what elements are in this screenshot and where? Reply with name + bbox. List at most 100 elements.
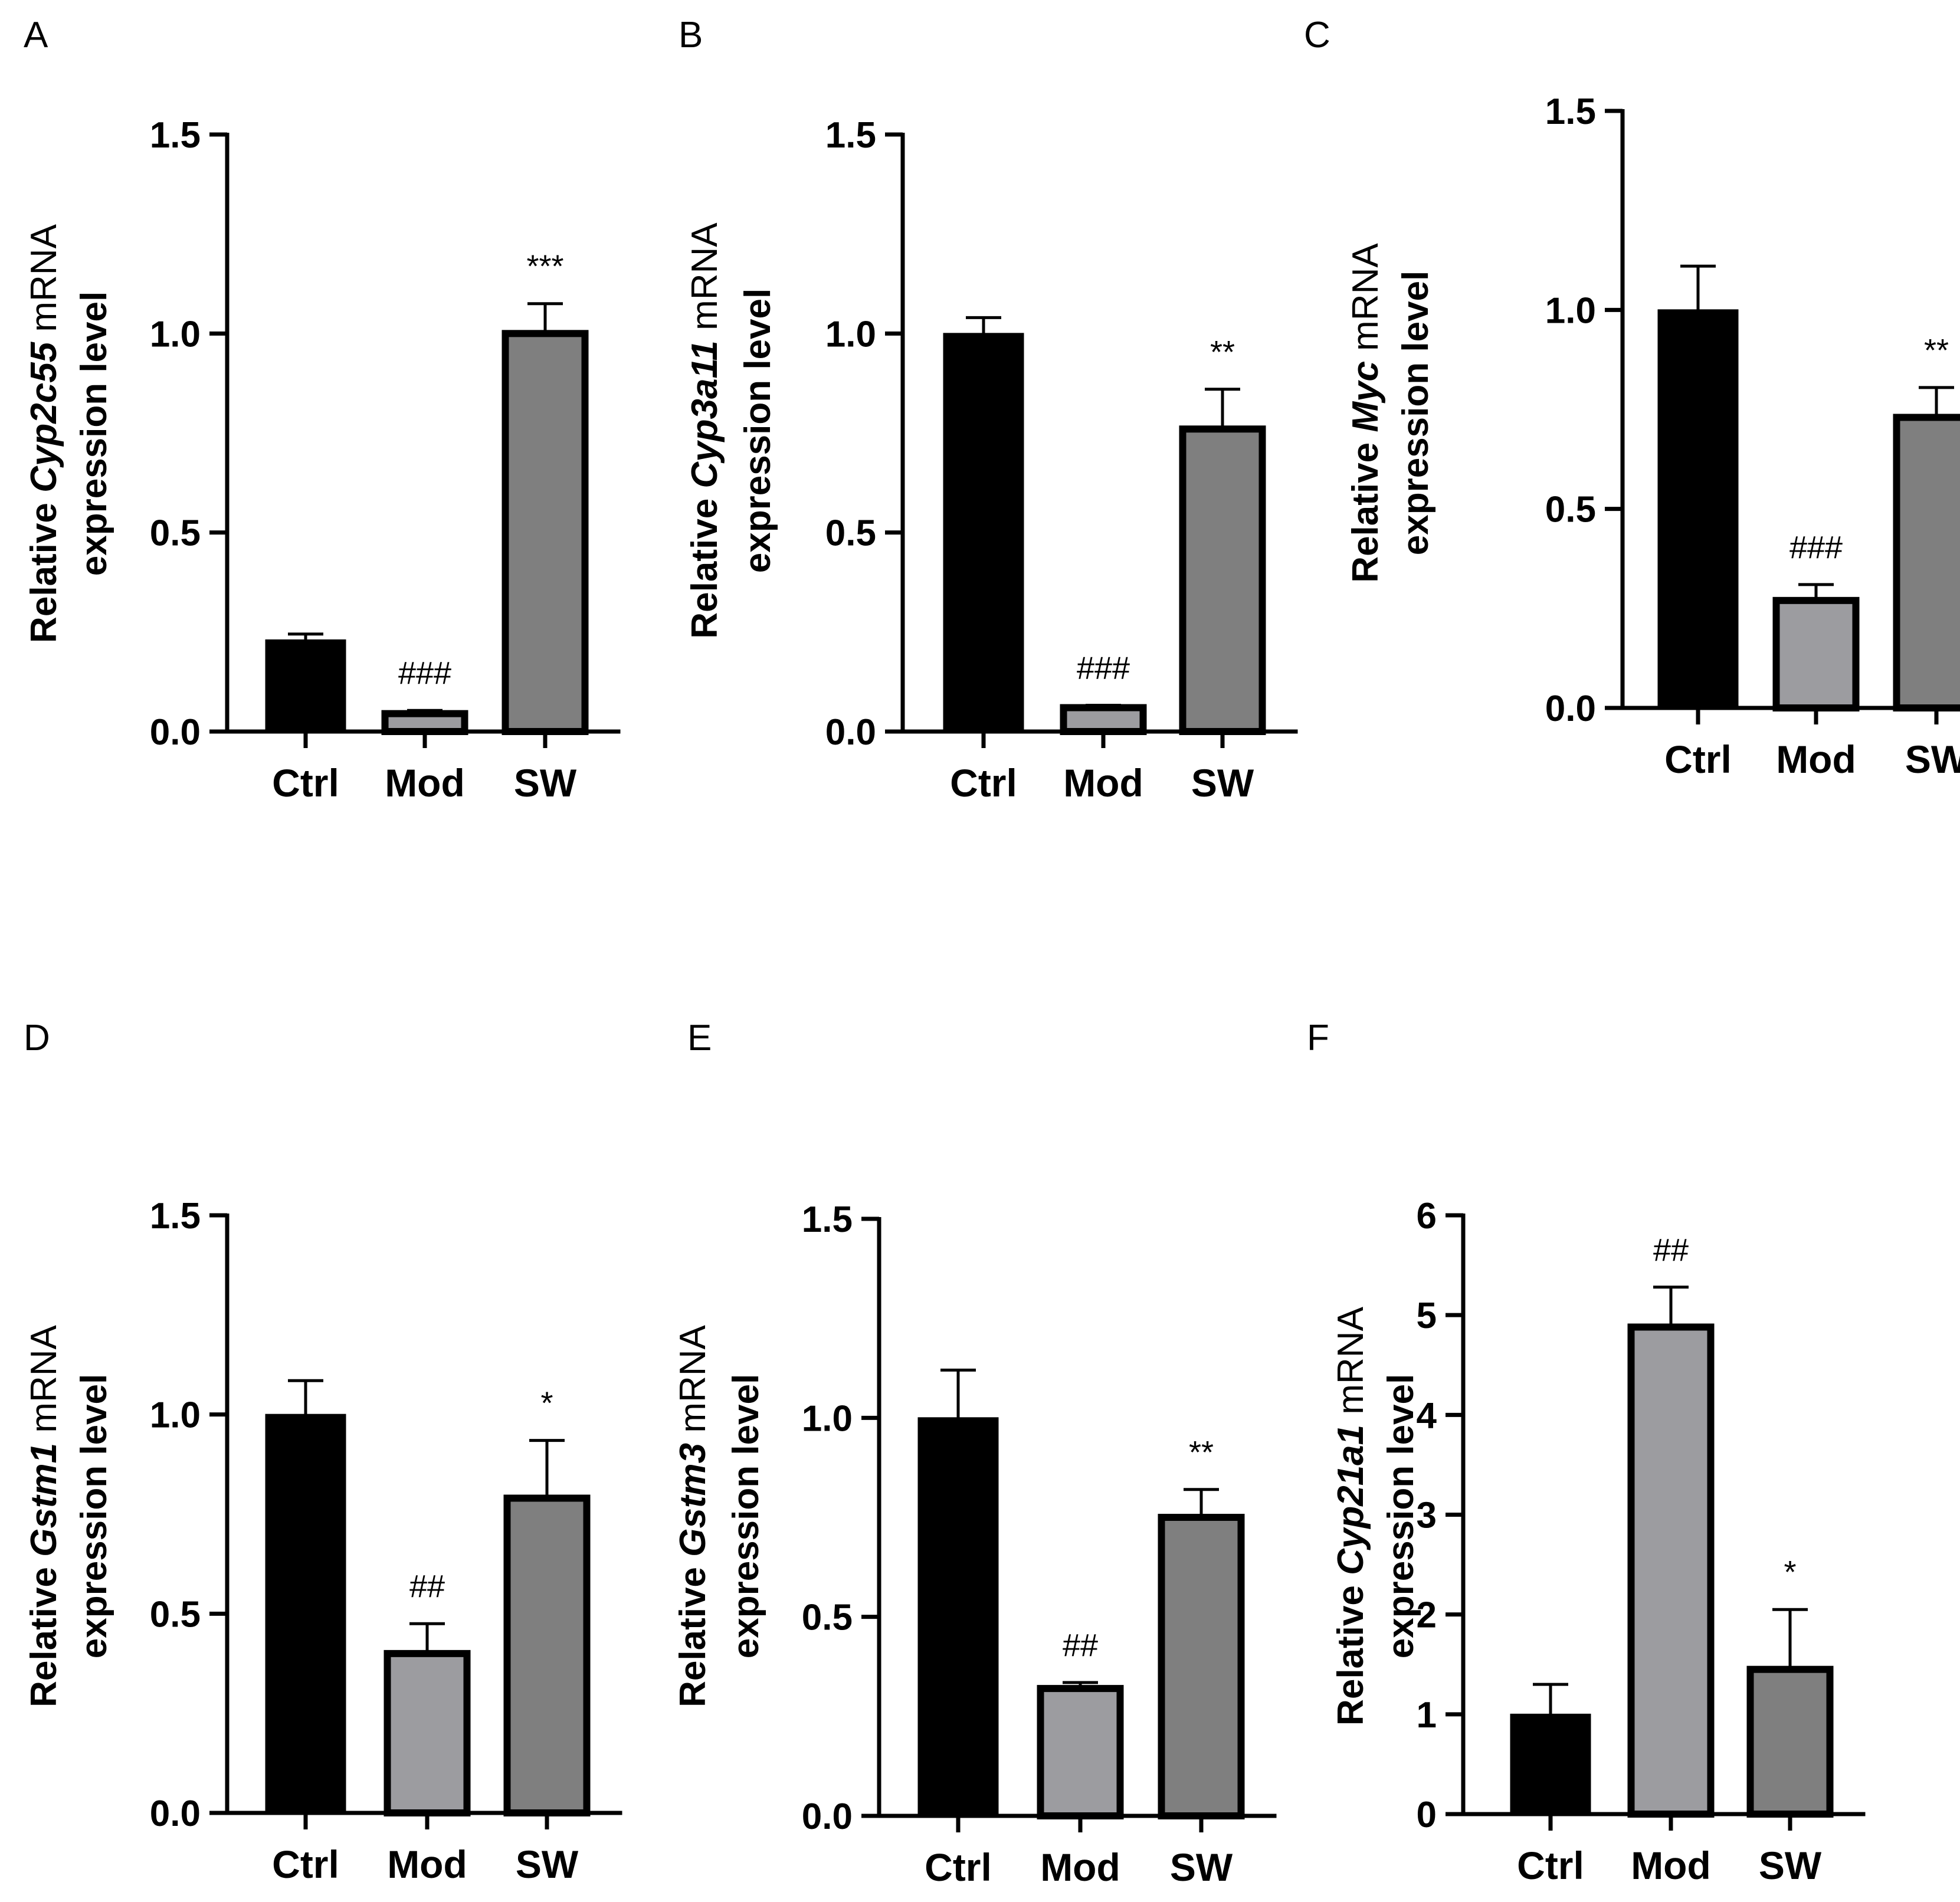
bar-sw [1746, 1665, 1834, 1818]
bar-mod [1060, 704, 1147, 736]
bar-ctrl [265, 639, 346, 732]
y-axis-title: Relative Myc mRNA [1345, 243, 1386, 583]
category-label: Ctrl [1517, 1844, 1584, 1887]
category-label: SW [1191, 761, 1254, 805]
y-axis-title: Relative Cyp21a1 mRNA [1330, 1306, 1371, 1726]
bar-ctrl [917, 1417, 999, 1816]
panel-c: C 0.0 0.5 1.0 1.5 Ctrl Mod ### SW ** Relative Myc … [1304, 15, 1960, 781]
y-tick-label: 1.0 [150, 314, 201, 355]
y-tick-label: 0.0 [150, 712, 201, 753]
category-label: Mod [385, 761, 465, 805]
y-axis-title-line2: expression level [1381, 1374, 1421, 1659]
panel-letter: B [679, 15, 703, 55]
panel-letter: E [687, 1018, 712, 1058]
panel-letter: F [1307, 1018, 1329, 1058]
y-axis-title-line2: expression level [1395, 271, 1436, 556]
y-tick-label: 3 [1417, 1496, 1437, 1536]
y-tick-label: 1.0 [1545, 290, 1596, 331]
category-label: Ctrl [272, 761, 339, 805]
significance-label: * [540, 1386, 553, 1421]
y-axis-title: Relative Gstm3 mRNA [673, 1324, 713, 1707]
significance-label: ### [1789, 530, 1843, 565]
significance-label: * [1784, 1555, 1796, 1590]
bar-mod [384, 1650, 471, 1817]
significance-label: *** [526, 249, 563, 284]
category-label: SW [1905, 737, 1960, 781]
bar-sw [1893, 414, 1960, 711]
y-tick-label: 0.0 [825, 712, 876, 753]
bar-ctrl [1657, 309, 1739, 709]
y-tick-label: 0 [1417, 1795, 1437, 1835]
panel-letter: C [1304, 15, 1330, 55]
category-label: Mod [387, 1842, 467, 1886]
category-label: SW [514, 761, 577, 805]
bar-mod [1627, 1323, 1715, 1818]
y-tick-label: 1 [1417, 1695, 1437, 1736]
y-axis-title-line2: expression level [74, 1374, 114, 1659]
y-tick-label: 1.0 [802, 1398, 853, 1439]
y-tick-label: 1.5 [825, 115, 876, 156]
y-tick-label: 0.0 [802, 1796, 853, 1837]
category-label: SW [516, 1842, 579, 1886]
significance-label: ### [398, 655, 451, 691]
y-axis-title-line2: expression level [726, 1374, 766, 1659]
bar-sw [502, 330, 589, 735]
y-tick-label: 0.5 [150, 513, 201, 554]
category-label: Ctrl [272, 1842, 339, 1886]
y-tick-label: 0.5 [802, 1598, 853, 1638]
category-label: Mod [1631, 1844, 1711, 1887]
category-label: Mod [1776, 737, 1856, 781]
y-tick-label: 0.5 [825, 513, 876, 554]
y-tick-label: 1.5 [150, 1196, 201, 1237]
bar-ctrl [1510, 1713, 1591, 1815]
bar-ctrl [943, 333, 1024, 732]
panel-e: E 0.0 0.5 1.0 1.5 Ctrl Mod ## SW ** Relative Gstm3… [673, 1018, 1277, 1889]
bar-sw [1158, 1514, 1245, 1819]
bar-ctrl [265, 1414, 346, 1814]
panel-d: D 0.0 0.5 1.0 1.5 Ctrl Mod ## SW * Relative Gstm1 … [24, 1018, 622, 1886]
y-tick-label: 5 [1417, 1296, 1437, 1336]
panel-a: A 0.0 0.5 1.0 1.5 Ctrl Mod ### SW *** Relative Cyp… [24, 15, 621, 805]
y-tick-label: 0.0 [1545, 688, 1596, 729]
y-tick-label: 0.5 [1545, 490, 1596, 530]
y-tick-label: 0.0 [150, 1793, 201, 1834]
bar-sw [1179, 425, 1266, 735]
y-tick-label: 1.0 [150, 1395, 201, 1436]
y-axis-title: Relative Cyp3a11 mRNA [684, 222, 725, 639]
y-tick-label: 1.0 [825, 314, 876, 355]
panel-b: B 0.0 0.5 1.0 1.5 Ctrl Mod ### SW ** Relative Cyp3… [679, 15, 1298, 805]
panel-letter: A [24, 15, 48, 55]
category-label: Ctrl [950, 761, 1017, 805]
bar-mod [1037, 1685, 1124, 1820]
y-tick-label: 0.5 [150, 1594, 201, 1635]
significance-label: ### [1077, 650, 1130, 686]
y-axis-title-line2: expression level [74, 291, 114, 576]
panel-letter: D [24, 1018, 50, 1058]
bar-sw [503, 1494, 591, 1816]
y-tick-label: 4 [1417, 1395, 1437, 1436]
panel-f: F 0 1 2 3 4 5 6 Ctrl Mod ## SW * Relative Cyp21a1 mRN… [1307, 1018, 1866, 1887]
y-tick-label: 6 [1417, 1196, 1437, 1237]
category-label: Ctrl [925, 1845, 992, 1889]
y-axis-title: Relative Gstm1 mRNA [24, 1324, 64, 1707]
y-tick-label: 1.5 [150, 115, 201, 156]
y-tick-label: 1.5 [1545, 91, 1596, 132]
category-label: SW [1170, 1845, 1233, 1889]
y-tick-label: 2 [1417, 1595, 1437, 1636]
significance-label: ** [1210, 335, 1235, 370]
significance-label: ** [1189, 1435, 1214, 1470]
significance-label: ** [1924, 333, 1949, 368]
category-label: SW [1759, 1844, 1822, 1887]
significance-label: ## [409, 1569, 445, 1604]
category-label: Ctrl [1664, 737, 1732, 781]
y-axis-title-line2: expression level [738, 288, 778, 573]
significance-label: ## [1063, 1628, 1098, 1663]
y-tick-label: 1.5 [802, 1199, 853, 1240]
y-axis-title: Relative Cyp2c55 mRNA [24, 224, 64, 643]
bar-mod [1772, 596, 1860, 712]
significance-label: ## [1653, 1232, 1689, 1268]
bar-mod [381, 710, 468, 736]
category-label: Mod [1040, 1845, 1120, 1889]
category-label: Mod [1063, 761, 1143, 805]
